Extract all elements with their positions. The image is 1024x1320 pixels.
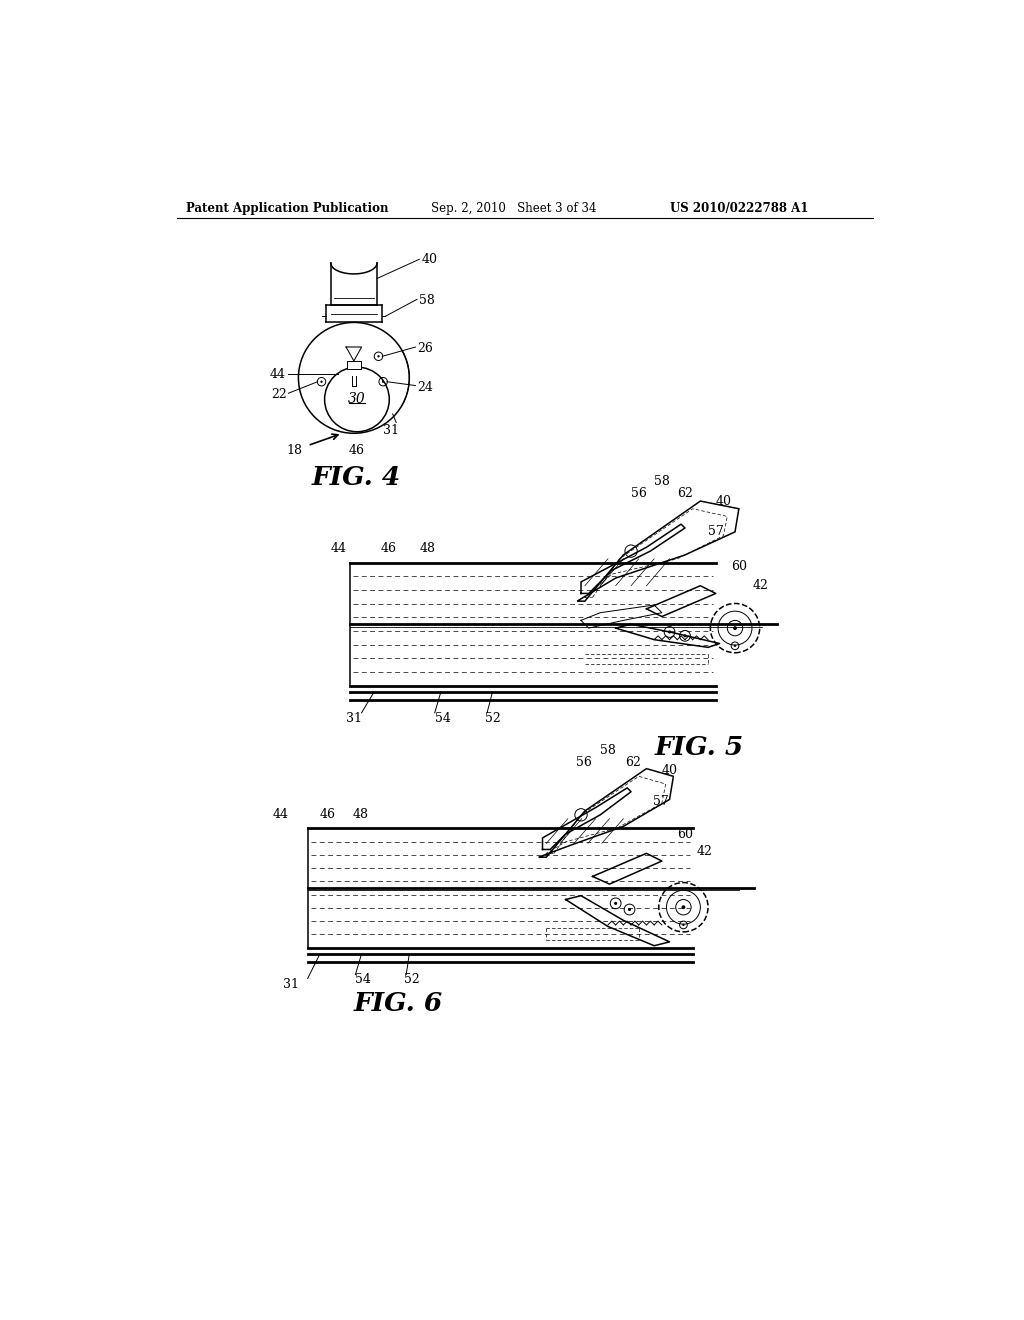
- Text: 18: 18: [286, 444, 302, 457]
- Text: 40: 40: [422, 252, 437, 265]
- Text: 54: 54: [435, 711, 451, 725]
- Text: 54: 54: [355, 973, 372, 986]
- Text: 57: 57: [708, 525, 724, 539]
- Text: 46: 46: [381, 543, 397, 556]
- Text: 46: 46: [319, 808, 335, 821]
- Circle shape: [733, 626, 737, 630]
- Text: 22: 22: [270, 388, 287, 401]
- Text: US 2010/0222788 A1: US 2010/0222788 A1: [670, 202, 808, 215]
- Text: 46: 46: [349, 445, 365, 458]
- Text: 58: 58: [419, 294, 434, 308]
- Circle shape: [682, 906, 685, 909]
- Circle shape: [321, 380, 323, 383]
- Text: Patent Application Publication: Patent Application Publication: [186, 202, 388, 215]
- Circle shape: [628, 908, 631, 911]
- Text: 44: 44: [331, 543, 347, 556]
- Text: 31: 31: [283, 978, 299, 991]
- Text: 60: 60: [731, 560, 748, 573]
- Circle shape: [734, 644, 736, 647]
- Circle shape: [668, 631, 671, 634]
- Text: 24: 24: [417, 380, 433, 393]
- Text: 40: 40: [716, 495, 732, 508]
- Text: 52: 52: [403, 973, 420, 986]
- Text: FIG. 5: FIG. 5: [654, 735, 743, 760]
- Circle shape: [614, 902, 617, 906]
- Polygon shape: [346, 347, 361, 360]
- Text: 52: 52: [484, 711, 501, 725]
- Circle shape: [378, 355, 380, 358]
- Text: 31: 31: [383, 424, 399, 437]
- Text: 56: 56: [631, 487, 647, 500]
- Bar: [347, 360, 360, 368]
- Text: 44: 44: [269, 367, 285, 380]
- Text: 56: 56: [575, 756, 592, 770]
- Text: 31: 31: [346, 711, 362, 725]
- Text: 62: 62: [677, 487, 693, 500]
- Circle shape: [382, 380, 384, 383]
- Text: 58: 58: [654, 475, 670, 488]
- Text: 44: 44: [273, 808, 289, 821]
- Text: 48: 48: [352, 808, 369, 821]
- Text: 48: 48: [419, 543, 435, 556]
- Text: 57: 57: [652, 795, 669, 808]
- Text: 26: 26: [417, 342, 433, 355]
- Text: 42: 42: [696, 845, 713, 858]
- Text: Sep. 2, 2010   Sheet 3 of 34: Sep. 2, 2010 Sheet 3 of 34: [431, 202, 596, 215]
- Text: 30: 30: [348, 392, 366, 407]
- Circle shape: [683, 635, 686, 638]
- Text: 62: 62: [625, 756, 641, 770]
- Text: 42: 42: [753, 579, 769, 593]
- Text: 60: 60: [677, 828, 693, 841]
- Text: FIG. 6: FIG. 6: [354, 991, 443, 1016]
- Text: FIG. 4: FIG. 4: [311, 466, 400, 491]
- Circle shape: [682, 924, 685, 927]
- Text: 58: 58: [600, 744, 616, 758]
- Text: 40: 40: [662, 764, 678, 777]
